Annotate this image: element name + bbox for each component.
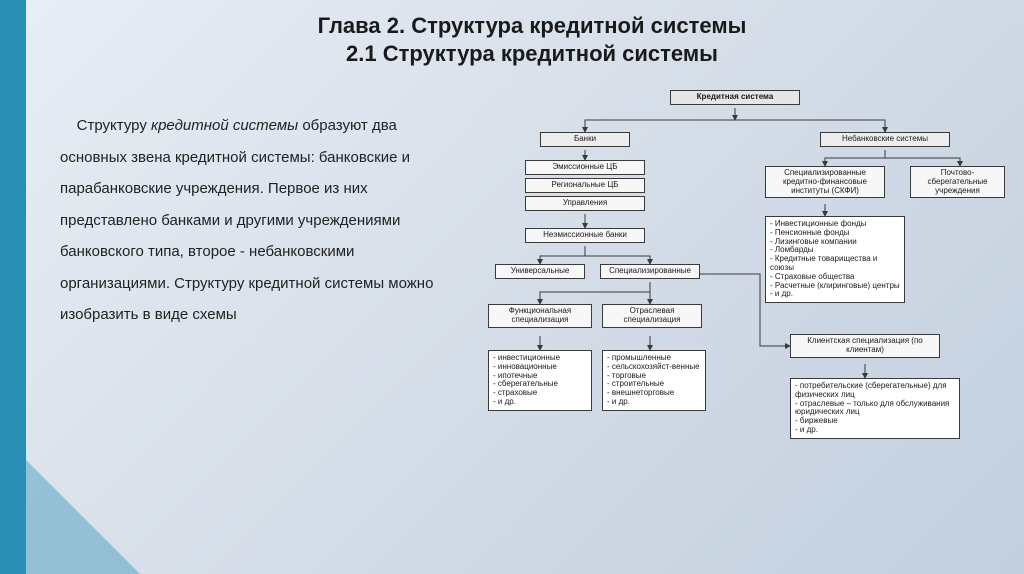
list-item: - отраслевые – только для обслуживания ю… xyxy=(795,400,955,418)
list-item: - потребительские (сберегательные) для ф… xyxy=(795,382,955,400)
slide: Глава 2. Структура кредитной системы 2.1… xyxy=(0,0,1024,574)
body-paragraph: Структуру кредитной системы образуют два… xyxy=(60,110,460,331)
italic-term: кредитной системы xyxy=(151,117,298,134)
list-item: - и др. xyxy=(493,398,587,407)
node-bank-row-1: Региональные ЦБ xyxy=(525,178,645,193)
node-universal: Универсальные xyxy=(495,264,585,279)
node-banks: Банки xyxy=(540,132,630,147)
list-item: - и др. xyxy=(770,290,900,299)
list-item: - Кредитные товарищества и союзы xyxy=(770,255,900,273)
node-func-spec: Функциональная специализация xyxy=(488,304,592,328)
node-nonbank: Небанковские системы xyxy=(820,132,950,147)
node-bank-row-2: Управления xyxy=(525,196,645,211)
node-client-spec: Клиентская специализация (по клиентам) xyxy=(790,334,940,358)
node-root: Кредитная система xyxy=(670,90,800,105)
slide-title: Глава 2. Структура кредитной системы 2.1… xyxy=(50,12,1014,67)
list-item: - и др. xyxy=(607,398,701,407)
node-sector-list: - промышленные- сельскохозяйст-венные- т… xyxy=(602,350,706,411)
node-sector-spec: Отраслевая специализация xyxy=(602,304,702,328)
accent-triangle xyxy=(0,434,140,574)
node-client-list: - потребительские (сберегательные) для ф… xyxy=(790,378,960,439)
list-item: - и др. xyxy=(795,426,955,435)
node-skfi-list: - Инвестиционные фонды- Пенсионные фонды… xyxy=(765,216,905,303)
node-postal: Почтово-сберегательные учреждения xyxy=(910,166,1005,198)
list-item: - биржевые xyxy=(795,417,955,426)
node-skfi: Специализированные кредитно-финансовые и… xyxy=(765,166,885,198)
title-line-2: 2.1 Структура кредитной системы xyxy=(50,40,1014,68)
node-bank-row-0: Эмиссионные ЦБ xyxy=(525,160,645,175)
node-nonemission: Неэмиссионные банки xyxy=(525,228,645,243)
title-line-1: Глава 2. Структура кредитной системы xyxy=(50,12,1014,40)
credit-system-diagram: Кредитная система Банки Небанковские сис… xyxy=(470,86,1010,566)
node-func-list: - инвестиционные- инновационные- ипотечн… xyxy=(488,350,592,411)
node-specialized: Специализированные xyxy=(600,264,700,279)
